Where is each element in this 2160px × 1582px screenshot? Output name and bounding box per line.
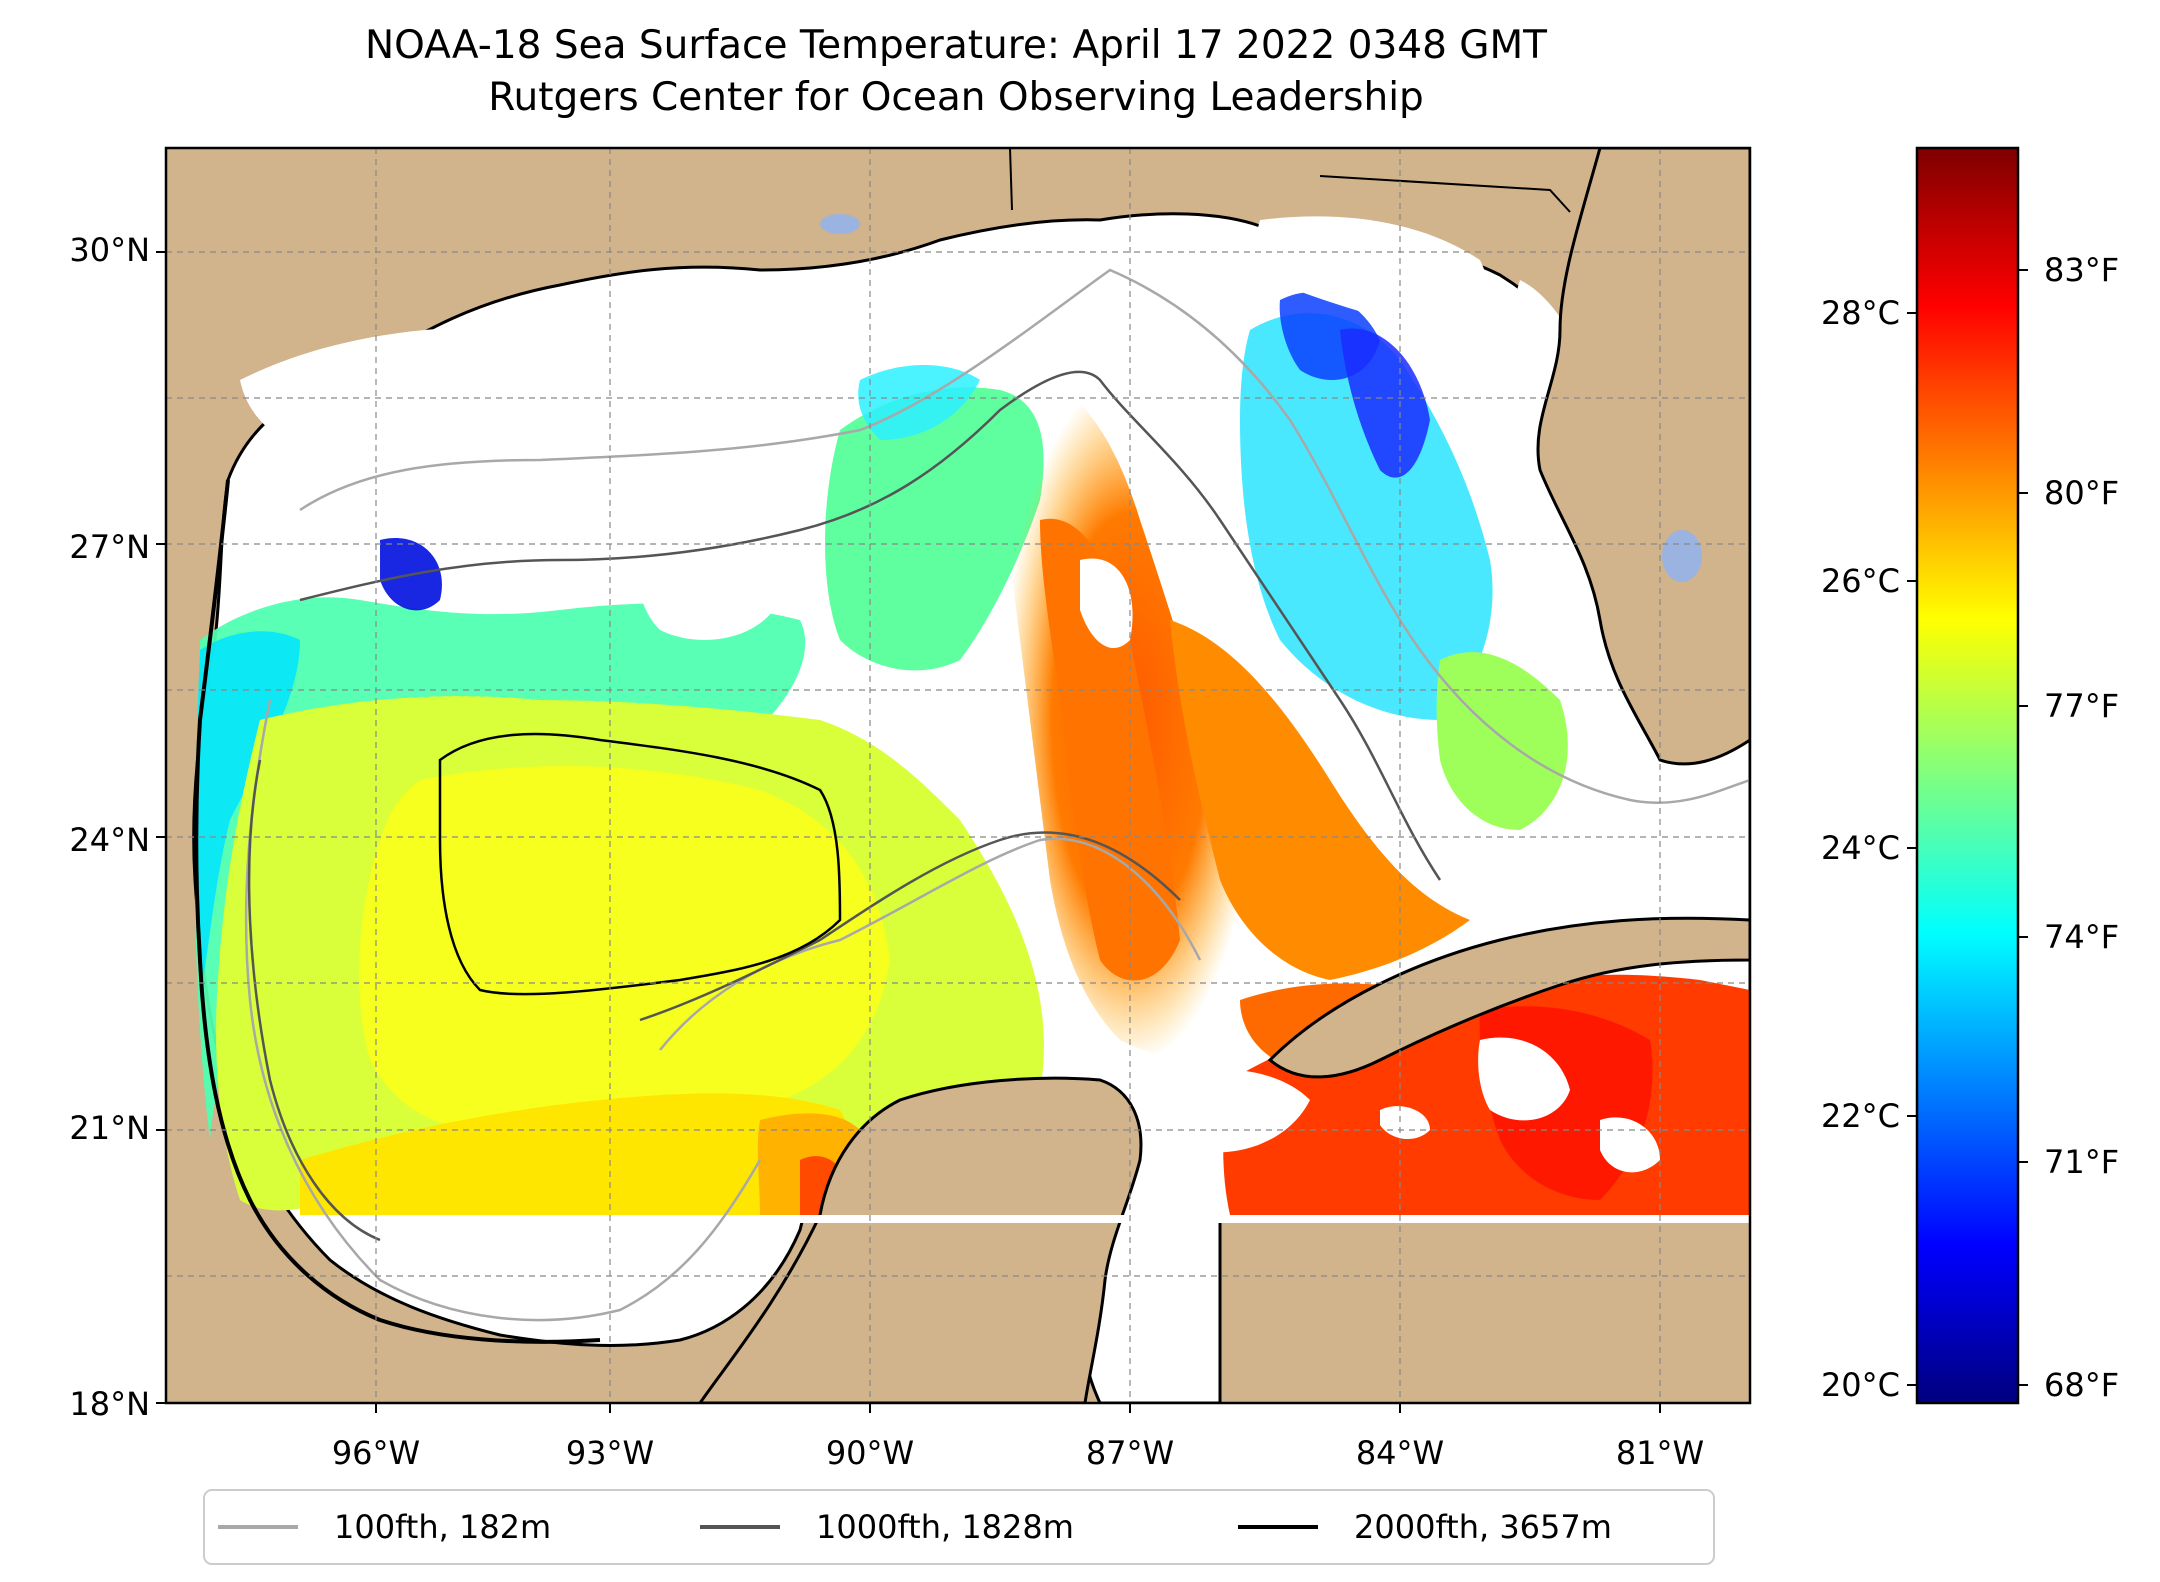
fahrenheit-label-80: 80°F <box>2044 474 2119 512</box>
lat-ticks <box>156 251 166 1404</box>
cuba-land <box>1267 916 1750 1079</box>
contour-2000fth <box>438 732 842 996</box>
celsius-label-20: 20°C <box>1821 1366 1900 1404</box>
graticule <box>166 148 1750 1403</box>
yucatan-land <box>698 1076 1143 1403</box>
map-frame <box>164 146 1752 1405</box>
lon-label-87w: 87°W <box>1086 1434 1174 1472</box>
west-coastline <box>194 479 601 1344</box>
lat-label-24n: 24°N <box>69 821 150 859</box>
map-title: NOAA-18 Sea Surface Temperature: April 1… <box>364 23 1548 68</box>
colorbar <box>1915 146 2020 1405</box>
lat-label-18n: 18°N <box>69 1385 150 1423</box>
depth-legend: 100fth, 182m 1000fth, 1828m 2000fth, 365… <box>203 1489 1715 1565</box>
celsius-label-28: 28°C <box>1821 294 1900 332</box>
lat-label-30n: 30°N <box>69 231 150 269</box>
fahrenheit-label-71: 71°F <box>2044 1143 2119 1181</box>
lon-label-84w: 84°W <box>1356 1434 1444 1472</box>
legend-label-2000fth: 2000fth, 3657m <box>1354 1508 1612 1546</box>
lake-okeechobee <box>1662 530 1702 582</box>
fahrenheit-ticks <box>2018 269 2028 1386</box>
fahrenheit-label-83: 83°F <box>2044 251 2119 289</box>
lon-label-93w: 93°W <box>566 1434 654 1472</box>
lat-label-27n: 27°N <box>69 528 150 566</box>
celsius-label-26: 26°C <box>1821 562 1900 600</box>
map-subtitle: Rutgers Center for Ocean Observing Leade… <box>488 75 1424 120</box>
fahrenheit-label-74: 74°F <box>2044 918 2119 956</box>
celsius-ticks <box>1907 312 1917 1386</box>
state-boundary <box>1009 148 1571 213</box>
celsius-label-22: 22°C <box>1821 1097 1900 1135</box>
map-panel <box>166 148 1750 1403</box>
legend-box <box>203 1489 1715 1565</box>
contour-100fth <box>244 268 1750 1322</box>
lon-ticks <box>375 1403 1661 1413</box>
florida-land <box>1536 148 1750 766</box>
celsius-label-24: 24°C <box>1821 829 1900 867</box>
fahrenheit-label-77: 77°F <box>2044 687 2119 725</box>
lon-label-90w: 90°W <box>826 1434 914 1472</box>
lon-label-81w: 81°W <box>1616 1434 1704 1472</box>
legend-label-1000fth: 1000fth, 1828m <box>816 1508 1074 1546</box>
lake-pontchartrain <box>820 214 860 234</box>
lat-label-21n: 21°N <box>69 1109 150 1147</box>
legend-label-100fth: 100fth, 182m <box>334 1508 551 1546</box>
fahrenheit-label-68: 68°F <box>2044 1366 2119 1404</box>
lon-label-96w: 96°W <box>332 1434 420 1472</box>
contour-1000fth <box>247 370 1442 1242</box>
